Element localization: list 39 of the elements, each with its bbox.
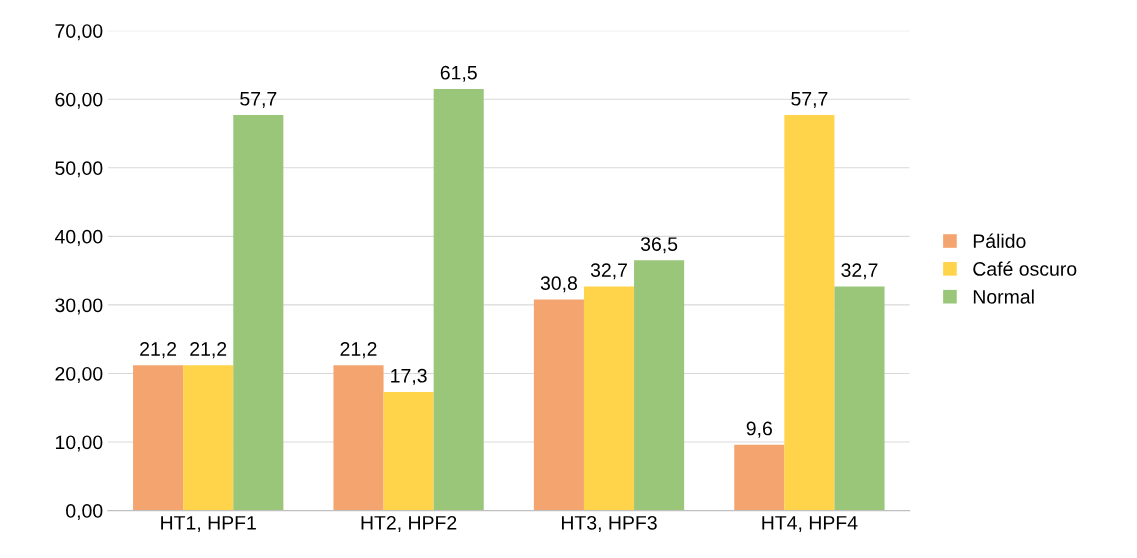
- x-tick-label: HT3, HPF3: [561, 515, 657, 533]
- data-label: 32,7: [590, 263, 627, 280]
- data-label: 32,7: [841, 263, 878, 280]
- y-tick-label: 70,00: [55, 24, 103, 41]
- bar: [433, 88, 484, 511]
- data-label: 9,6: [746, 421, 772, 438]
- y-tick-label: 20,00: [55, 366, 103, 383]
- data-label: 57,7: [240, 92, 277, 108]
- data-label: 17,3: [391, 368, 427, 385]
- bar: [383, 391, 434, 511]
- data-label: 21,2: [340, 342, 377, 359]
- bar: [784, 115, 835, 511]
- bar: [634, 260, 685, 511]
- bar: [233, 115, 284, 511]
- y-tick-label: 10,00: [55, 435, 103, 452]
- x-tick-label: HT2, HPF2: [361, 515, 457, 533]
- y-tick-label: 30,00: [55, 298, 103, 315]
- bar: [183, 365, 234, 511]
- y-tick-label: 60,00: [55, 92, 103, 109]
- y-tick-label: 40,00: [54, 229, 103, 246]
- legend-label: Café oscuro: [973, 261, 1077, 276]
- bar: [834, 286, 885, 511]
- y-tick-label: 50,00: [55, 161, 103, 178]
- data-label: 30,8: [540, 276, 577, 293]
- bar: [133, 365, 184, 511]
- legend-label: Pálido: [973, 233, 1026, 248]
- y-tick-label: 0,00: [66, 504, 103, 521]
- bar: [533, 299, 584, 511]
- x-tick-label: HT1, HPF1: [161, 516, 256, 533]
- bar: [583, 286, 635, 511]
- data-label: 21,2: [190, 342, 227, 359]
- legend-label: Normal: [973, 289, 1034, 304]
- data-label: 61,5: [440, 65, 477, 82]
- bar: [333, 365, 384, 511]
- data-label: 57,7: [791, 92, 828, 108]
- data-label: 36,5: [640, 237, 678, 254]
- data-label: 21,2: [140, 342, 177, 359]
- x-tick-label: HT4, HPF4: [762, 516, 858, 533]
- bar: [734, 444, 785, 511]
